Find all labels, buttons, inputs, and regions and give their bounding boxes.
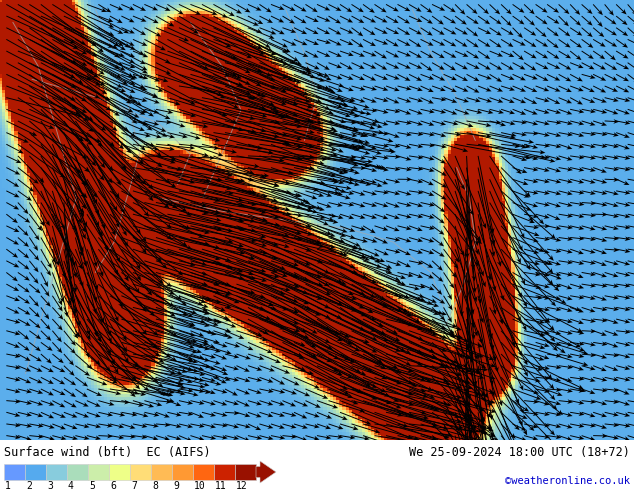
Text: 12: 12 — [236, 481, 248, 490]
Bar — [151, 464, 172, 480]
Bar — [67, 464, 88, 480]
Text: 10: 10 — [194, 481, 206, 490]
Text: 11: 11 — [215, 481, 227, 490]
FancyArrow shape — [256, 461, 276, 483]
Text: ©weatheronline.co.uk: ©weatheronline.co.uk — [505, 476, 630, 486]
Text: 1: 1 — [5, 481, 11, 490]
Text: 7: 7 — [131, 481, 137, 490]
Text: Surface wind (bft)  EC (AIFS): Surface wind (bft) EC (AIFS) — [4, 446, 210, 459]
Bar — [25, 464, 46, 480]
Bar — [235, 464, 256, 480]
Text: 2: 2 — [26, 481, 32, 490]
Bar — [172, 464, 193, 480]
Bar — [109, 464, 130, 480]
Text: We 25-09-2024 18:00 UTC (18+72): We 25-09-2024 18:00 UTC (18+72) — [409, 446, 630, 459]
Text: 3: 3 — [47, 481, 53, 490]
Text: 8: 8 — [152, 481, 158, 490]
Bar — [46, 464, 67, 480]
Bar — [214, 464, 235, 480]
Bar — [193, 464, 214, 480]
Text: 4: 4 — [68, 481, 74, 490]
Bar — [130, 464, 151, 480]
Bar — [4, 464, 25, 480]
Bar — [88, 464, 109, 480]
Text: 6: 6 — [110, 481, 116, 490]
Text: 9: 9 — [173, 481, 179, 490]
Text: 5: 5 — [89, 481, 95, 490]
